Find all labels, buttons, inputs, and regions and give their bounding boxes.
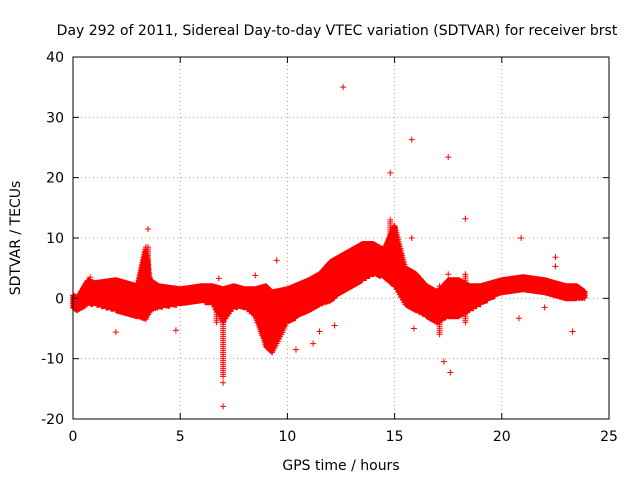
data-point xyxy=(292,346,299,353)
data-point xyxy=(541,304,548,311)
data-point xyxy=(515,315,522,322)
data-point xyxy=(331,322,338,329)
data-spike xyxy=(391,222,398,271)
y-tick-label: 0 xyxy=(55,291,64,307)
data-point xyxy=(145,225,152,232)
data-spike xyxy=(220,307,227,380)
data-point xyxy=(552,254,559,261)
x-tick-label: 10 xyxy=(278,429,296,445)
data-point xyxy=(252,272,259,279)
data-point xyxy=(408,235,415,241)
data-point xyxy=(112,329,119,336)
data-spike xyxy=(145,244,151,289)
data-point xyxy=(518,235,525,241)
data-spike xyxy=(213,289,220,326)
x-axis-label: GPS time / hours xyxy=(282,458,399,474)
data-point xyxy=(310,340,317,347)
data-point xyxy=(340,84,347,91)
data-band-marks xyxy=(70,223,588,356)
x-tick-label: 20 xyxy=(493,429,511,445)
y-tick-label: 40 xyxy=(46,50,64,66)
x-tick-label: 0 xyxy=(69,429,78,445)
data-point xyxy=(273,257,280,264)
data-point xyxy=(569,328,576,335)
data-point xyxy=(215,275,222,282)
chart-title: Day 292 of 2011, Sidereal Day-to-day VTE… xyxy=(57,23,618,39)
grid-lines xyxy=(73,57,609,419)
data-point xyxy=(316,328,323,335)
data-point xyxy=(445,271,452,278)
y-tick-label: 10 xyxy=(46,231,64,247)
x-tick-label: 15 xyxy=(386,429,404,445)
y-tick-label: 20 xyxy=(46,171,64,187)
data-point xyxy=(408,136,415,143)
y-tick-label: -20 xyxy=(41,412,64,428)
data-point xyxy=(410,325,417,332)
data-point xyxy=(387,169,394,176)
y-axis-label: SDTVAR / TECUs xyxy=(8,181,24,296)
data-point xyxy=(440,358,447,365)
data-point xyxy=(462,215,469,222)
data-point xyxy=(447,369,454,376)
x-tick-label: 25 xyxy=(600,429,618,445)
data-point xyxy=(445,154,452,161)
tick-labels: 0 5 10 15 20 25 -20 -10 0 10 20 30 40 xyxy=(41,50,618,445)
data-points xyxy=(87,84,576,410)
data-spike xyxy=(387,216,394,277)
y-tick-label: 30 xyxy=(46,110,64,126)
data-band xyxy=(70,216,588,380)
x-tick-label: 5 xyxy=(176,429,185,445)
data-point xyxy=(172,327,179,334)
data-spike xyxy=(436,283,443,338)
data-spike xyxy=(462,271,469,326)
data-point xyxy=(87,274,94,281)
data-point xyxy=(220,403,227,410)
data-point xyxy=(220,379,227,386)
y-tick-label: -10 xyxy=(41,352,64,368)
data-point xyxy=(552,263,559,270)
